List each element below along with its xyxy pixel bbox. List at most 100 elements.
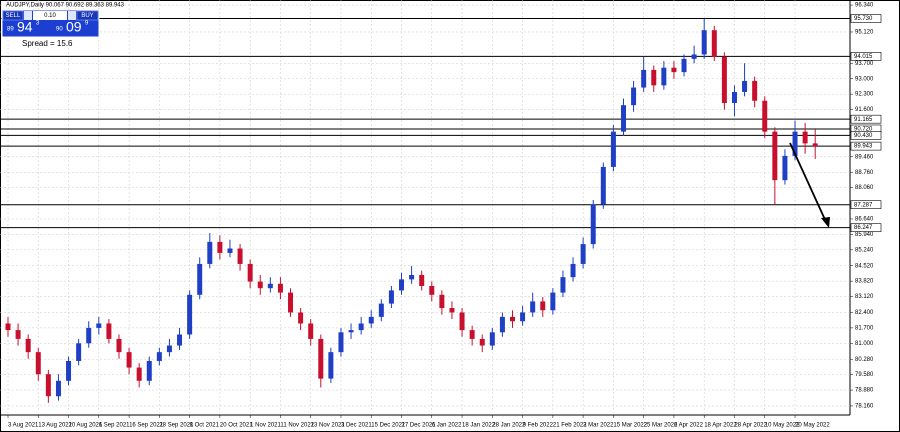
candle-body bbox=[187, 294, 193, 335]
x-tick-label: 3 Dec 2021 bbox=[341, 423, 372, 429]
candle-body bbox=[731, 91, 737, 103]
level-tag bbox=[850, 14, 882, 23]
y-tick-label: 86.640 bbox=[855, 217, 874, 223]
candle-body bbox=[580, 244, 586, 264]
candle-body bbox=[742, 80, 748, 92]
candle-body bbox=[469, 330, 475, 339]
candle-body bbox=[772, 131, 778, 181]
lot-spin[interactable] bbox=[68, 11, 76, 20]
level-tag bbox=[850, 141, 882, 151]
candle-body bbox=[166, 345, 172, 353]
level-label: 90.430 bbox=[854, 133, 873, 139]
grid bbox=[0, 0, 850, 413]
x-tick-label: 20 Aug 2021 bbox=[69, 423, 103, 429]
candle-body bbox=[298, 312, 304, 324]
candle-body bbox=[499, 316, 505, 333]
candle-body bbox=[409, 274, 415, 280]
candle-body bbox=[106, 323, 112, 339]
candle-body bbox=[388, 290, 394, 304]
candle-body bbox=[35, 352, 41, 375]
x-tick-label: 21 Feb 2022 bbox=[553, 423, 587, 429]
candle-body bbox=[419, 274, 425, 286]
candle-body bbox=[25, 338, 31, 353]
candle-body bbox=[631, 87, 637, 106]
y-tick-label: 88.760 bbox=[855, 170, 874, 176]
candles bbox=[5, 18, 818, 403]
candle-body bbox=[812, 143, 818, 147]
level-label: 95.730 bbox=[854, 16, 873, 22]
x-tick-label: 6 Jan 2022 bbox=[432, 423, 462, 429]
candle-body bbox=[600, 166, 606, 205]
sell-label[interactable]: SELL bbox=[6, 13, 21, 19]
candle-body bbox=[620, 105, 626, 132]
level-label: 90.720 bbox=[854, 127, 873, 133]
candle-body bbox=[550, 292, 556, 311]
candle-body bbox=[762, 100, 768, 132]
candle-body bbox=[96, 323, 102, 328]
candle-body bbox=[348, 330, 354, 333]
level-label: 89.943 bbox=[854, 144, 873, 150]
candle-body bbox=[116, 338, 122, 353]
candle-body bbox=[257, 281, 263, 289]
candle-body bbox=[247, 263, 253, 282]
arrow-head bbox=[821, 217, 830, 228]
level-tag bbox=[850, 52, 882, 61]
x-tick-label: 28 Apr 2022 bbox=[734, 423, 767, 429]
candle-body bbox=[308, 323, 314, 339]
candle-body bbox=[5, 323, 11, 331]
trade-panel: SELL 0.10 BUY 89 94 3 90 09 9 bbox=[1, 9, 100, 38]
x-tick-label: 13 Aug 2021 bbox=[38, 423, 72, 429]
level-tag bbox=[850, 223, 882, 232]
buy-label[interactable]: BUY bbox=[81, 13, 93, 19]
level-tag bbox=[850, 131, 882, 140]
y-tick-label: 78.160 bbox=[855, 404, 874, 410]
candle-body bbox=[701, 30, 707, 55]
x-tick-label: 15 Dec 2021 bbox=[371, 423, 406, 429]
candle-body bbox=[207, 241, 213, 264]
x-tick-label: 20 May 2022 bbox=[795, 423, 830, 429]
x-tick-label: 18 Apr 2022 bbox=[704, 423, 737, 429]
candle-body bbox=[570, 263, 576, 278]
lot-input[interactable] bbox=[33, 11, 67, 20]
candle-body bbox=[15, 330, 21, 339]
buy-button[interactable] bbox=[76, 10, 99, 21]
lot-size[interactable]: 0.10 bbox=[44, 13, 56, 19]
candle-body bbox=[177, 334, 183, 346]
y-tick-label: 96.340 bbox=[855, 3, 874, 9]
x-tick-label: 20 Oct 2021 bbox=[220, 423, 253, 429]
candle-body bbox=[45, 374, 51, 397]
candle-body bbox=[530, 301, 536, 313]
candle-body bbox=[399, 279, 405, 291]
y-tick-label: 79.580 bbox=[855, 372, 874, 378]
candle-body bbox=[288, 292, 294, 313]
candle-body bbox=[691, 54, 697, 59]
x-tick-label: 27 Dec 2021 bbox=[402, 423, 437, 429]
candle-body bbox=[661, 67, 667, 86]
candle-body bbox=[378, 303, 384, 317]
candle-body bbox=[489, 332, 495, 346]
y-tick-label: 93.700 bbox=[855, 61, 874, 67]
axes: 96.340 95.120 93.700 93.000 92.300 91.600 89.4… bbox=[7, 3, 874, 429]
y-tick-label: 83.820 bbox=[855, 279, 874, 285]
candle-body bbox=[449, 308, 455, 313]
level-tag bbox=[850, 200, 882, 209]
candle-body bbox=[126, 352, 132, 368]
candle-body bbox=[752, 80, 758, 101]
y-tick-label: 81.000 bbox=[855, 341, 874, 347]
candle-body bbox=[66, 360, 72, 381]
sell-button[interactable] bbox=[2, 10, 24, 21]
y-tick-label: 84.520 bbox=[855, 263, 874, 269]
y-tick-label: 78.880 bbox=[855, 388, 874, 394]
level-label: 87.287 bbox=[854, 202, 873, 208]
x-tick-label: 3 Mar 2022 bbox=[583, 423, 614, 429]
candle-body bbox=[439, 294, 445, 309]
candle-body bbox=[76, 343, 82, 361]
candle-body bbox=[540, 301, 546, 311]
sell-price-small: 89 bbox=[7, 27, 14, 33]
candle-body bbox=[792, 131, 798, 156]
lot-spin[interactable] bbox=[24, 11, 32, 20]
candle-body bbox=[227, 248, 233, 253]
